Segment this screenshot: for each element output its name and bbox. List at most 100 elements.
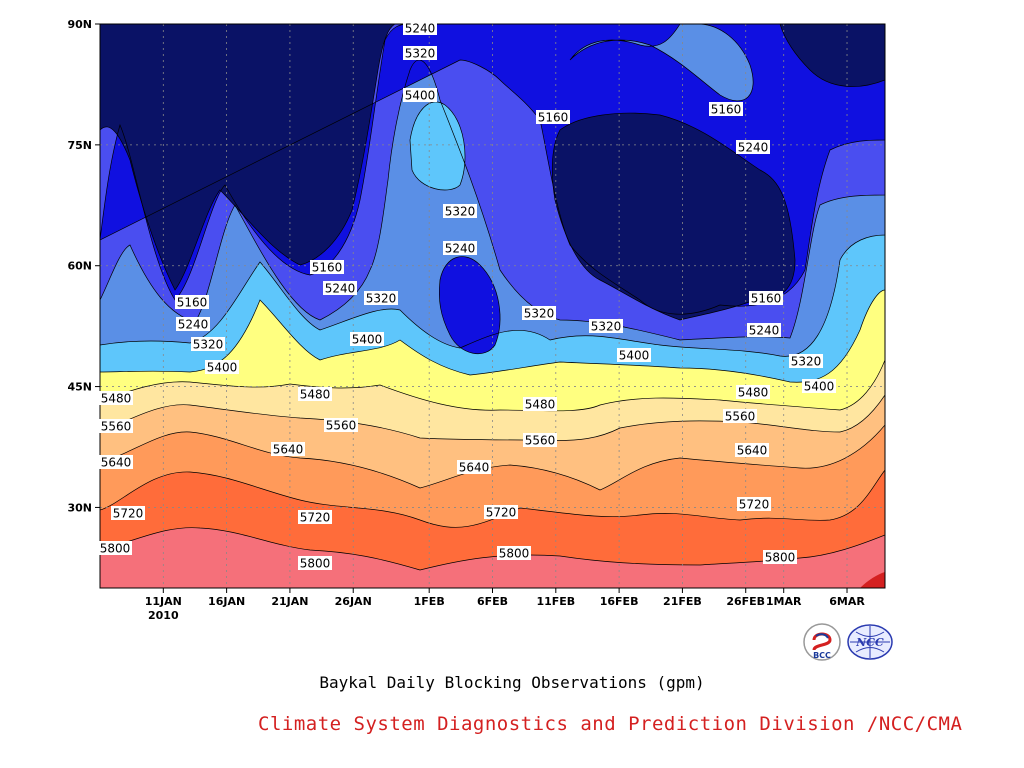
contour-line [569,24,754,102]
contour-label-bg [522,306,556,320]
contour-label: 5720 [113,507,144,521]
contour-label-bg [175,295,209,309]
contour-label-bg [205,360,239,374]
contour-label-bg [802,379,836,393]
ncc-logo-text: NCC [855,636,884,649]
contour-label-bg [536,110,570,124]
contour-label-bg [443,241,477,255]
contour-lines [100,24,885,571]
band-5960-corner [860,572,885,588]
y-tick-label: 75N [67,139,92,152]
x-tick-label: 26FEB [726,595,765,608]
contour-label: 5320 [366,292,397,306]
contour-line [409,101,466,191]
contour-label: 5320 [591,320,622,334]
contour-label: 5640 [273,443,304,457]
contour-label: 5400 [619,349,650,363]
contour-label-bg [403,88,437,102]
contour-label: 5720 [300,511,331,525]
band-5160-pocket [439,256,500,354]
contour-line [100,24,885,315]
contour-label-bg [484,505,518,519]
contour-label-bg [735,443,769,457]
y-axis: 30N 45N 60N 75N 90N [67,18,100,514]
contour-label: 5240 [738,141,769,155]
contour-label: 5400 [352,333,383,347]
contour-label: 5560 [525,434,556,448]
contour-label: 5800 [100,542,131,556]
contour-label: 5800 [765,551,796,565]
contour-label: 5560 [725,410,756,424]
contour-fills [100,24,885,588]
contour-label: 5320 [524,307,555,321]
contour-label-bg [98,541,132,555]
contour-label-bg [403,21,437,35]
contour-label: 5640 [459,461,490,475]
x-tick-label: 11FEB [536,595,575,608]
contour-label-bg [457,460,491,474]
contour-label-bg [298,556,332,570]
y-tick-label: 60N [67,260,92,273]
contour-label-bg [709,102,743,116]
x-tick-label: 16FEB [600,595,639,608]
band-5400-pocket [410,101,465,190]
band-5080 [100,24,885,320]
contour-label-bg [310,260,344,274]
contour-label: 5400 [405,89,436,103]
contour-label: 5800 [300,557,331,571]
contour-label-bg [443,204,477,218]
contour-label: 5320 [445,205,476,219]
contour-label: 5640 [737,444,768,458]
x-tick-label: 1FEB [414,595,445,608]
contour-label-bg [737,497,771,511]
contour-label: 5160 [312,261,343,275]
contour-label-bg [789,354,823,368]
chart-title: Baykal Daily Blocking Observations (gpm) [319,673,705,692]
contour-chart: 30N 45N 60N 75N 90N 11JAN 16JAN 21JAN 26JAN 1FEB… [67,18,886,622]
contour-label: 5320 [791,355,822,369]
bcc-logo-text: BCC [813,651,831,660]
contour-label: 5720 [739,498,770,512]
x-tick-label: 16JAN [208,595,245,608]
contour-label: 5800 [499,547,530,561]
ncc-logo: NCC [846,622,894,662]
contour-line [100,24,885,341]
contour-label-bg [497,546,531,560]
contour-label: 5480 [525,398,556,412]
contour-label: 5320 [405,47,436,61]
band-5320-north [570,24,754,101]
contour-line [100,24,885,412]
contour-label-bg [736,385,770,399]
contour-label-bg [271,442,305,456]
contour-label: 5160 [751,292,782,306]
contour-label-bg [298,387,332,401]
contour-line [100,24,885,491]
contour-label-bg [350,332,384,346]
contour-label: 5480 [738,386,769,400]
x-tick-label: 6FEB [477,595,508,608]
contour-label-bg [763,550,797,564]
contour-label: 5320 [193,338,224,352]
bcc-logo: BCC [802,622,842,662]
contour-label-bg [99,455,133,469]
contour-line [438,256,501,354]
contour-label: 5240 [445,242,476,256]
contour-label: 5240 [749,324,780,338]
contour-label-bg [523,397,557,411]
contour-label-bg [736,140,770,154]
contour-label: 5160 [711,103,742,117]
contour-label: 5400 [804,380,835,394]
contour-label: 5560 [101,420,132,434]
contour-label: 5720 [486,506,517,520]
y-tick-label: 30N [67,501,92,514]
contour-label-bg [99,419,133,433]
contour-labels: 5240 5320 5400 5160 5320 5240 5160 5240 5320 5400… [98,21,836,571]
x-tick-label: 21FEB [663,595,702,608]
contour-label: 5400 [207,361,238,375]
contour-label-bg [723,409,757,423]
contour-label-bg [403,46,437,60]
contour-label: 5480 [101,392,132,406]
x-year-label: 2010 [148,609,179,622]
contour-label-bg [323,281,357,295]
contour-label-bg [176,317,210,331]
